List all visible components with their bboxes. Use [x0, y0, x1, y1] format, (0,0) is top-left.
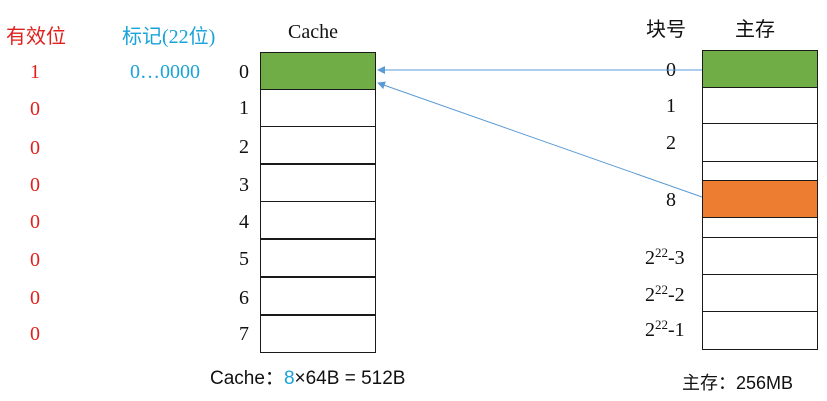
arrow-block8-to-line0: [377, 81, 703, 198]
cache-line-4: [260, 201, 376, 239]
memory-block-last-2: [702, 274, 818, 312]
memory-block-number-2: 2: [666, 132, 676, 154]
cache-row-index-4: 4: [239, 211, 249, 233]
valid-bit-5: 0: [30, 249, 40, 271]
valid-bit-2: 0: [30, 137, 40, 159]
memory-block-number-last-3: 222-3: [645, 245, 685, 269]
valid-bit-6: 0: [30, 287, 40, 309]
cache-line-5: [260, 239, 376, 277]
cache-line-7: [260, 315, 376, 353]
memory-block-number-last-2: 222-2: [645, 282, 685, 306]
memory-block-last-1: [702, 311, 818, 350]
memory-block-number-1: 1: [666, 95, 676, 117]
valid-bit-header: 有效位: [6, 26, 66, 48]
memory-block-number-8: 8: [666, 189, 676, 211]
valid-bit-1: 0: [30, 98, 40, 120]
cache-row-index-2: 2: [239, 136, 249, 158]
memory-size-caption: 主存：256MB: [682, 373, 794, 393]
valid-bit-3: 0: [30, 174, 40, 196]
cache-header: Cache: [288, 21, 338, 43]
block-number-header: 块号: [646, 19, 686, 41]
cache-line-2: [260, 126, 376, 164]
cache-row-index-3: 3: [239, 174, 249, 196]
valid-bit-4: 0: [30, 211, 40, 233]
cache-row-index-5: 5: [239, 248, 249, 270]
valid-bit-7: 0: [30, 323, 40, 345]
cache-row-index-1: 1: [239, 97, 249, 119]
tag-value: 0…0000: [130, 61, 200, 83]
memory-block-2: [702, 123, 818, 162]
cache-line-0: [260, 52, 376, 90]
cache-line-3: [260, 164, 376, 202]
cache-row-index-6: 6: [239, 287, 249, 309]
valid-bit-0: 1: [30, 61, 40, 83]
cache-row-index-0: 0: [239, 61, 249, 83]
cache-line-1: [260, 89, 376, 127]
cache-row-index-7: 7: [239, 323, 249, 345]
cache-size-caption: Cache：8×64B = 512B: [210, 368, 406, 389]
main-memory-header: 主存: [735, 19, 775, 41]
tag-header: 标记(22位): [122, 26, 216, 48]
memory-block-number-last-1: 222-1: [645, 317, 685, 341]
memory-block-8: [702, 180, 818, 218]
cache-line-6: [260, 277, 376, 315]
